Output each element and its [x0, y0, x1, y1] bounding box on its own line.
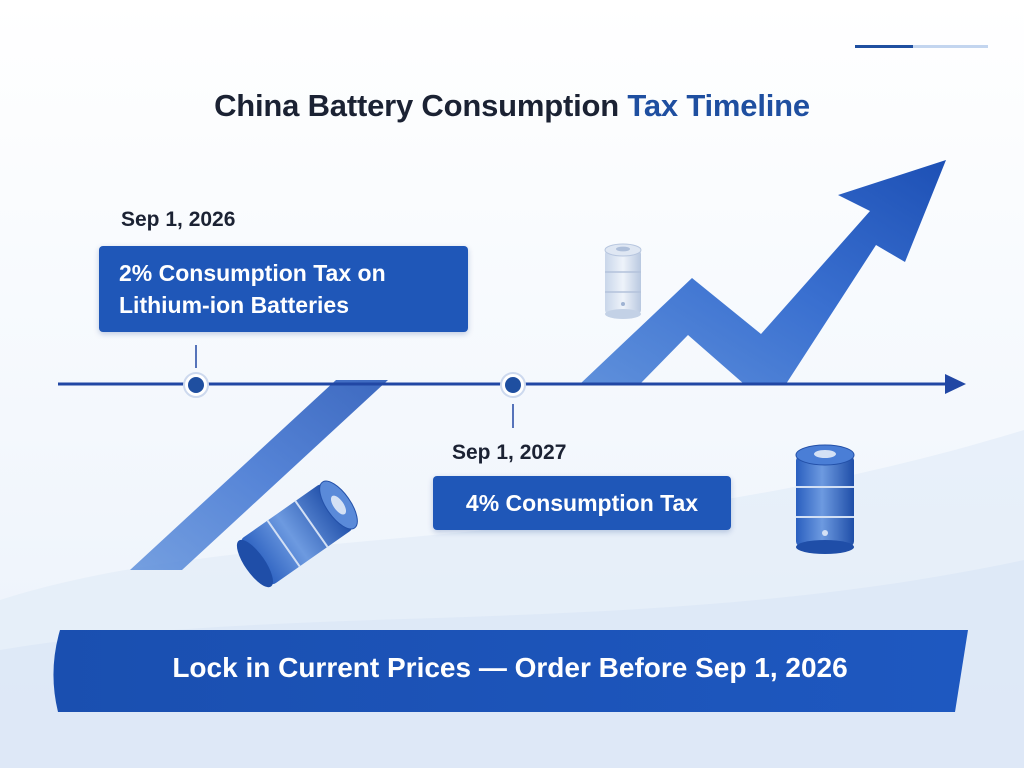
battery-icon: [236, 480, 358, 588]
title-accent: Tax Timeline: [627, 88, 810, 123]
milestone-label-2: 4% Consumption Tax: [465, 490, 699, 516]
trend-arrow-icon: [580, 160, 946, 384]
page-title: China Battery Consumption Tax Timeline: [0, 88, 1024, 124]
cta-banner-text: Lock in Current Prices — Order Before Se…: [172, 652, 848, 683]
milestone-box-1: 2% Consumption Tax on Lithium-ion Batter…: [99, 246, 468, 332]
trend-arrow-icon-lower: [130, 380, 388, 570]
milestone-box-2: 4% Consumption Tax: [433, 476, 731, 530]
timeline-arrow-icon: [945, 374, 966, 394]
milestone-label-1a: 2% Consumption Tax on: [119, 260, 386, 286]
milestone-date-1: Sep 1, 2026: [121, 208, 236, 231]
cta-banner: [53, 630, 969, 712]
battery-icon: [795, 444, 855, 554]
battery-icon: [604, 243, 642, 319]
title-main: China Battery Consumption: [214, 88, 619, 123]
milestone-date-2: Sep 1, 2027: [452, 441, 567, 464]
accent-bar: [855, 45, 913, 48]
milestone-label-1b: Lithium-ion Batteries: [119, 292, 350, 318]
